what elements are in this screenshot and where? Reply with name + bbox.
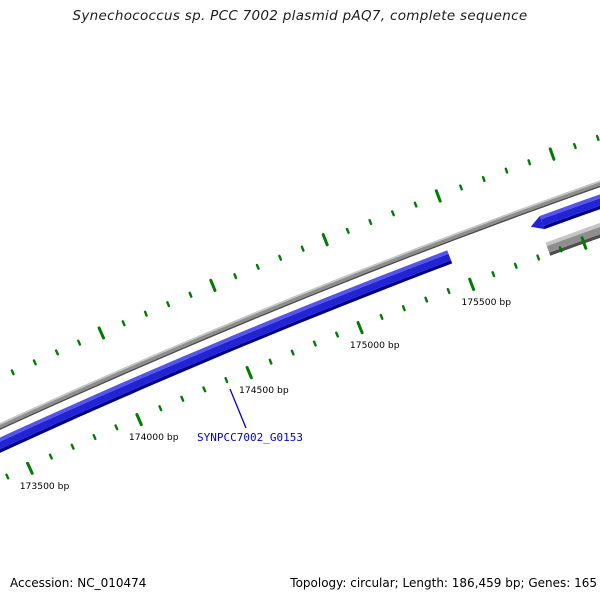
gene-arc[interactable]	[543, 109, 600, 230]
ruler-tick-minor	[573, 142, 577, 150]
backbone-arc	[0, 182, 600, 429]
ruler-tick-minor	[413, 201, 418, 208]
ruler-tick-minor	[491, 271, 496, 278]
ruler-tick-minor	[233, 273, 238, 280]
ruler-tick-minor	[536, 254, 541, 261]
gene-arc-synpcc7002_g0153[interactable]	[0, 260, 453, 526]
ruler-tick-major	[321, 233, 329, 247]
status-accession: Accession: NC_010474	[10, 576, 147, 590]
ruler-tick-major	[245, 366, 253, 380]
ruler-tick-minor	[558, 246, 563, 253]
ruler-tick-minor	[70, 443, 75, 450]
ruler-tick-minor	[504, 167, 509, 174]
ruler-tick-minor	[335, 331, 339, 338]
ruler-tick-minor	[391, 210, 395, 217]
ruler-tick-major	[580, 236, 588, 250]
ruler-tick-minor	[255, 263, 260, 270]
gene-arc[interactable]	[540, 102, 600, 226]
bp-label: 174000 bp	[129, 432, 179, 443]
ruler-tick-major	[356, 321, 364, 335]
ruler-tick-minor	[401, 305, 406, 312]
gene-arc[interactable]	[539, 99, 600, 220]
ruler-tick-minor	[180, 395, 185, 402]
ruler-tick-minor	[114, 424, 119, 431]
ruler-tick-minor	[424, 296, 429, 303]
ruler-tick-minor	[345, 227, 350, 234]
ruler-tick-minor	[278, 254, 283, 261]
feature-arc[interactable]	[545, 125, 600, 246]
ruler-tick-minor	[224, 377, 229, 384]
gene-arrowhead[interactable]	[530, 216, 545, 230]
ruler-tick-minor	[5, 473, 10, 480]
ruler-tick-minor	[312, 340, 317, 347]
bp-label: 175000 bp	[350, 340, 400, 351]
ruler-tick-minor	[379, 313, 384, 320]
ruler-tick-minor	[527, 159, 532, 166]
ruler-tick-major	[434, 189, 442, 203]
status-summary: Topology: circular; Length: 186,459 bp; …	[290, 576, 597, 590]
ruler-tick-minor	[290, 349, 295, 356]
ruler-tick-minor	[92, 434, 97, 440]
ruler-tick-minor	[158, 405, 163, 412]
ruler-tick-minor	[77, 339, 82, 346]
gene-arc-synpcc7002_g0153[interactable]	[0, 253, 451, 524]
gene-callout-line	[229, 388, 247, 429]
ruler-tick-major	[26, 461, 34, 475]
ruler-tick-major	[209, 278, 217, 292]
ruler-tick-minor	[481, 175, 486, 183]
ruler-tick-minor	[202, 386, 207, 393]
ruler-tick-minor	[595, 134, 600, 142]
ruler-tick-minor	[54, 349, 59, 356]
ruler-tick-minor	[32, 359, 37, 366]
gene-label[interactable]: SYNPCC7002_G0153	[197, 431, 303, 444]
ruler-tick-major	[548, 147, 556, 161]
ruler-tick-minor	[10, 369, 15, 376]
ruler-tick-major	[468, 277, 476, 291]
ruler-tick-minor	[368, 218, 373, 226]
ruler-tick-minor	[188, 291, 193, 298]
map-title: Synechococcus sp. PCC 7002 plasmid pAQ7,…	[72, 8, 528, 24]
feature-arc[interactable]	[546, 128, 600, 253]
ruler-tick-minor	[300, 245, 305, 252]
ruler-tick-minor	[268, 358, 273, 365]
bp-label: 174500 bp	[239, 385, 289, 396]
ruler-tick-minor	[166, 301, 171, 308]
bp-label: 173500 bp	[20, 481, 70, 492]
ruler-tick-minor	[121, 320, 126, 327]
ruler-tick-major	[97, 326, 105, 340]
gene-arc-synpcc7002_g0153[interactable]	[0, 250, 449, 517]
ruler-tick-minor	[446, 287, 451, 295]
ruler-tick-minor	[143, 310, 148, 317]
bp-label: 175500 bp	[461, 297, 511, 308]
ruler-tick-minor	[48, 453, 53, 460]
ruler-tick-minor	[459, 184, 463, 191]
ruler-tick-major	[135, 413, 143, 427]
ruler-tick-minor	[513, 262, 518, 269]
